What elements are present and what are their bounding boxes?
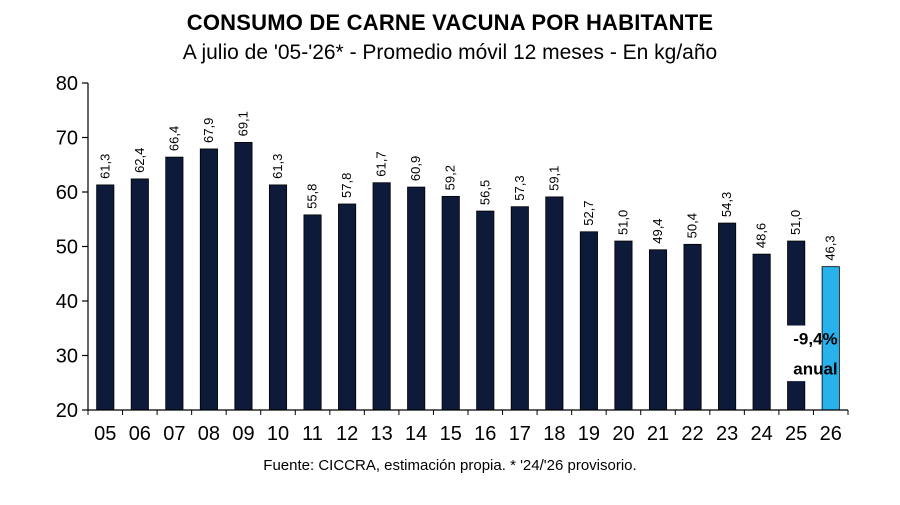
bar-06	[130, 178, 149, 411]
x-tick-label-11: 11	[302, 423, 323, 445]
x-tick-label-13: 13	[371, 423, 393, 445]
growth-annotation: -9,4% anual	[785, 325, 838, 382]
data-label-19: 52,7	[581, 200, 596, 225]
data-label-21: 49,4	[650, 218, 665, 243]
data-label-09: 69,1	[235, 111, 250, 136]
y-axis: 20 30 40 50 60 70 80	[56, 73, 89, 422]
data-label-25: 51,0	[788, 210, 803, 235]
data-label-11: 55,8	[305, 184, 320, 209]
data-label-08: 67,9	[201, 118, 216, 143]
x-tick-label-14: 14	[405, 423, 427, 445]
chart-subtitle: A julio de '05-'26* - Promedio móvil 12 …	[182, 41, 718, 64]
bar-05	[96, 184, 115, 411]
x-tick-label-09: 09	[232, 423, 254, 445]
x-tick-label-17: 17	[509, 423, 531, 445]
bar-12	[338, 203, 357, 411]
bar-19	[579, 231, 598, 411]
bar-09	[234, 142, 253, 411]
bar-14	[407, 186, 426, 411]
data-label-18: 59,1	[546, 166, 561, 191]
x-tick-label-24: 24	[751, 423, 773, 445]
annotation-line-1: anual	[793, 360, 837, 379]
data-labels: 61,3 62,4 66,4 67,9 69,1 61,3 55,8 57,8 61,7 60,9…	[97, 111, 837, 261]
bar-18	[545, 196, 564, 411]
y-tick-label: 20	[56, 400, 78, 422]
bar-13	[372, 182, 391, 411]
x-tick-label-07: 07	[163, 423, 185, 445]
data-label-26: 46,3	[823, 235, 838, 260]
x-tick-label-19: 19	[578, 423, 600, 445]
data-label-22: 50,4	[685, 213, 700, 238]
bar-07	[165, 156, 184, 411]
bar-10	[268, 184, 288, 411]
x-tick-label-08: 08	[198, 423, 220, 445]
y-tick-label: 40	[56, 291, 78, 313]
x-axis: 05 06 07 08 09 10 11 12 13 14 15 16 17 18 19 20 21 22 23 24…	[87, 409, 849, 445]
bar-23	[718, 222, 737, 411]
bar-16	[476, 210, 495, 411]
x-tick-label-21: 21	[647, 423, 669, 445]
x-tick-label-15: 15	[440, 423, 462, 445]
data-label-24: 48,6	[754, 223, 769, 248]
y-tick-label: 30	[56, 346, 78, 368]
x-tick-label-06: 06	[129, 423, 151, 445]
data-label-23: 54,3	[719, 192, 734, 217]
annotation-gap	[785, 325, 807, 382]
bar-15	[441, 195, 460, 411]
chart-title: CONSUMO DE CARNE VACUNA POR HABITANTE	[186, 10, 714, 35]
source-note: Fuente: CICCRA, estimación propia. * '24…	[263, 457, 637, 474]
bar-24	[752, 253, 771, 411]
x-tick-label-22: 22	[681, 423, 703, 445]
x-tick-label-23: 23	[716, 423, 738, 445]
bar-11	[303, 214, 322, 411]
bar-22	[683, 243, 702, 411]
annotation-line-0: -9,4%	[793, 330, 837, 349]
y-tick-label: 70	[56, 128, 78, 150]
x-tick-label-18: 18	[543, 423, 565, 445]
data-label-20: 51,0	[615, 210, 630, 235]
bar-08	[199, 148, 218, 411]
bar-17	[510, 206, 529, 411]
data-label-05: 61,3	[97, 154, 112, 179]
x-tick-label-10: 10	[267, 423, 289, 445]
x-tick-label-12: 12	[336, 423, 358, 445]
data-label-10: 61,3	[270, 154, 285, 179]
x-tick-label-16: 16	[474, 423, 496, 445]
bars	[96, 142, 840, 411]
y-tick-label: 80	[56, 73, 78, 95]
data-label-14: 60,9	[408, 156, 423, 181]
y-tick-label: 60	[56, 182, 78, 204]
data-label-06: 62,4	[132, 148, 147, 173]
data-label-12: 57,8	[339, 173, 354, 198]
data-label-16: 56,5	[477, 180, 492, 205]
bar-20	[614, 240, 633, 411]
x-tick-label-26: 26	[820, 423, 842, 445]
x-tick-label-20: 20	[612, 423, 634, 445]
data-label-17: 57,3	[512, 175, 527, 200]
data-label-15: 59,2	[443, 165, 458, 190]
x-tick-label-25: 25	[785, 423, 807, 445]
data-label-07: 66,4	[166, 126, 181, 151]
data-label-13: 61,7	[374, 151, 389, 176]
y-tick-label: 50	[56, 237, 78, 259]
bar-21	[648, 249, 668, 411]
x-tick-label-05: 05	[94, 423, 116, 445]
